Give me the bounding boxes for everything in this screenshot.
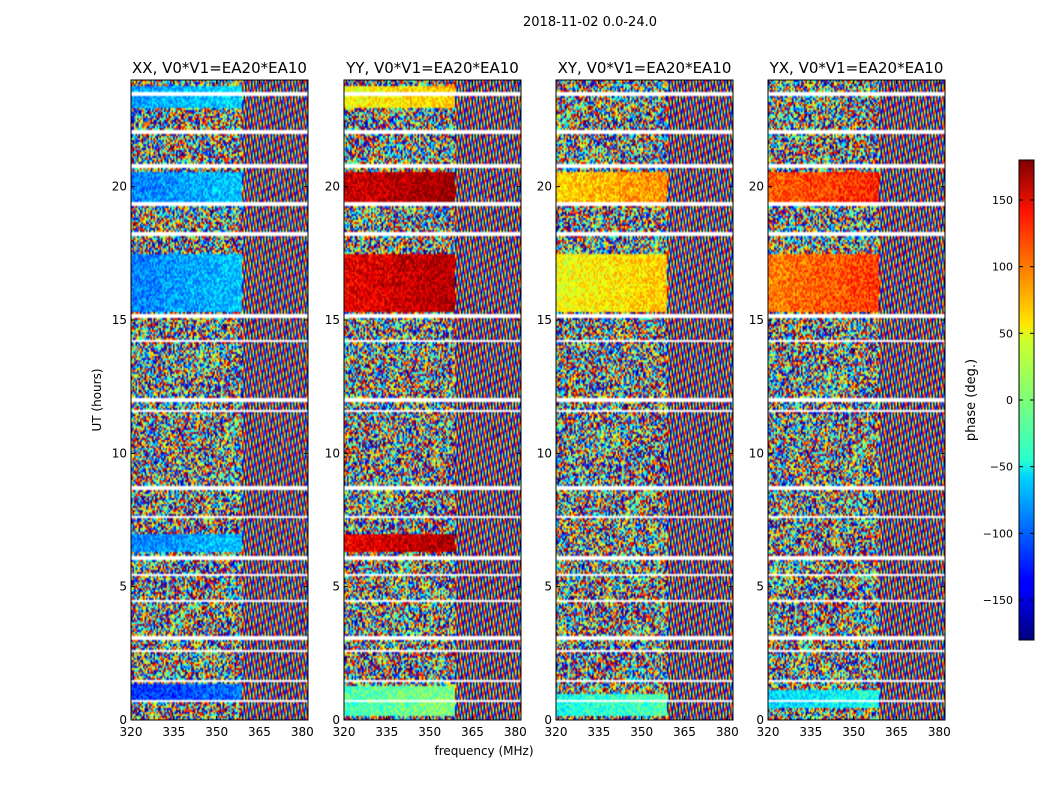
colorbar-tick-label: 0 [1006, 394, 1013, 407]
x-tick-label: 365 [673, 725, 696, 739]
y-tick-label: 15 [537, 313, 552, 327]
heatmap-image [131, 80, 308, 720]
colorbar-ticks: 150 100 50 0 −50 −100 −150 [983, 194, 1034, 607]
x-tick-label: 350 [630, 725, 653, 739]
y-tick-label: 0 [119, 713, 127, 727]
y-tick-label: 5 [544, 580, 552, 594]
y-tick-label: 10 [112, 446, 127, 460]
y-tick-label: 10 [537, 446, 552, 460]
x-tick-label: 365 [885, 725, 908, 739]
colorbar-label: phase (deg.) [964, 359, 979, 441]
colorbar-tick-label: 50 [999, 327, 1013, 340]
x-tick-label: 380 [928, 725, 951, 739]
y-axis-label: UT (hours) [90, 368, 104, 431]
colorbar-tick-label: 150 [992, 194, 1013, 207]
y-tick-label: 15 [749, 313, 764, 327]
y-tick-label: 0 [332, 713, 340, 727]
y-tick-label: 0 [544, 713, 552, 727]
heatmap-panels: XX, V0*V1=EA20*EA10 320 335 350 365 380 0 5 10 15… [90, 59, 951, 758]
x-tick-label: 380 [291, 725, 314, 739]
y-tick-label: 10 [749, 446, 764, 460]
axes-frame [555, 79, 734, 721]
x-tick-label: 335 [375, 725, 398, 739]
x-tick-label: 380 [716, 725, 739, 739]
colorbar-tick-label: −50 [990, 461, 1013, 474]
y-tick-label: 10 [325, 446, 340, 460]
y-tick-label: 20 [325, 180, 340, 194]
panel-title: YY, V0*V1=EA20*EA10 [345, 59, 519, 77]
x-tick-label: 320 [545, 725, 568, 739]
y-tick-label: 20 [749, 180, 764, 194]
figure-suptitle: 2018-11-02 0.0-24.0 [523, 15, 657, 30]
x-tick-label: 335 [162, 725, 185, 739]
heatmap-image [556, 80, 733, 720]
x-tick-label: 320 [120, 725, 143, 739]
axes-frame [767, 79, 946, 721]
y-tick-label: 5 [119, 580, 127, 594]
x-tick-label: 365 [248, 725, 271, 739]
y-tick-label: 20 [112, 180, 127, 194]
x-tick-label: 320 [757, 725, 780, 739]
y-tick-label: 15 [325, 313, 340, 327]
heatmap-panel-0: XX, V0*V1=EA20*EA10 320 335 350 365 380 0 5 10 15… [90, 59, 314, 739]
axes-frame [130, 79, 309, 721]
y-tick-label: 20 [537, 180, 552, 194]
axes-frame [343, 79, 522, 721]
colorbar: 150 100 50 0 −50 −100 −150 phase (deg.) [964, 159, 1035, 641]
x-tick-label: 320 [333, 725, 356, 739]
panel-title: XY, V0*V1=EA20*EA10 [558, 59, 732, 77]
heatmap-image [344, 80, 521, 720]
y-tick-label: 0 [756, 713, 764, 727]
colorbar-tick-label: −150 [983, 594, 1013, 607]
panel-title: XX, V0*V1=EA20*EA10 [132, 59, 307, 77]
colorbar-tick-label: 100 [992, 261, 1013, 274]
colorbar-tick-label: −100 [983, 527, 1013, 540]
x-tick-label: 350 [418, 725, 441, 739]
y-tick-label: 5 [756, 580, 764, 594]
y-tick-label: 15 [112, 313, 127, 327]
x-tick-label: 380 [504, 725, 527, 739]
y-tick-label: 5 [332, 580, 340, 594]
x-axis-label: frequency (MHz) [434, 744, 533, 758]
heatmap-panel-3: YX, V0*V1=EA20*EA10 320 335 350 365 380 0 5 10 15… [749, 59, 951, 739]
x-tick-label: 350 [205, 725, 228, 739]
heatmap-image [768, 80, 945, 720]
x-tick-label: 335 [799, 725, 822, 739]
heatmap-panel-2: XY, V0*V1=EA20*EA10 320 335 350 365 380 0 5 10 15… [537, 59, 739, 739]
x-tick-label: 350 [842, 725, 865, 739]
heatmap-panel-1: YY, V0*V1=EA20*EA10 320 335 350 365 380 0 5 10 15… [325, 59, 534, 758]
x-tick-label: 335 [587, 725, 610, 739]
panel-title: YX, V0*V1=EA20*EA10 [769, 59, 944, 77]
x-tick-label: 365 [461, 725, 484, 739]
